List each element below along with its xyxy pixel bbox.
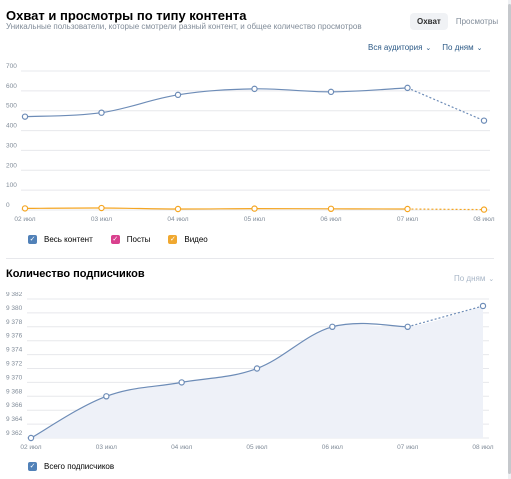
data-point [329,323,336,331]
data-point [327,205,335,213]
x-tick-label: 07 июл [397,216,418,223]
series-line-forecast [407,305,484,328]
series-line-forecast [407,87,485,122]
x-tick-label: 06 июл [322,444,343,451]
y-tick-label: 9 368 [6,388,23,395]
legend-label: Всего подписчиков [44,462,115,471]
x-tick-label: 02 июл [14,216,35,223]
reach-legend: ✓ Весь контент ✓ Посты ✓ Видео [28,235,208,244]
y-tick-label: 9 378 [6,319,23,326]
y-tick-label: 9 380 [6,305,23,312]
x-tick-label: 05 июл [246,444,267,451]
data-point [98,109,105,116]
data-point [174,205,182,213]
x-tick-label: 03 июл [91,216,112,223]
y-tick-label: 9 366 [6,402,23,409]
y-tick-label: 9 374 [6,347,23,354]
legend-posts[interactable]: ✓ Посты [110,235,151,244]
chevron-down-icon: ⌄ [425,45,432,52]
y-tick-label: 9 376 [6,333,23,340]
y-tick-label: 100 [6,182,17,189]
series-line [30,322,408,439]
y-tick-label: 9 364 [6,416,23,423]
series-line [24,207,408,210]
series-line-forecast [407,208,485,211]
legend-video[interactable]: ✓ Видео [168,235,208,244]
y-tick-label: 9 372 [6,361,23,368]
data-point [103,393,110,400]
subscribers-area-chart: 9 382 9 380 9 378 9 376 9 374 9 372 9 370 9 368… [6,292,494,451]
data-point [253,365,261,372]
y-tick-label: 9 370 [6,374,23,381]
period-dropdown-label: По дням [454,274,486,283]
subscribers-filters: По дням ⌄ [454,268,494,286]
x-tick-label: 07 июл [397,444,418,451]
checkbox-checked-icon: ✓ [28,235,37,244]
data-point [404,323,411,331]
chevron-down-icon: ⌄ [476,45,483,52]
data-point [251,85,258,93]
subscribers-chart-title: Количество подписчиков [6,268,145,280]
y-tick-label: 300 [6,142,17,149]
reach-view-toggle: Охват Просмотры [410,13,500,30]
checkbox-checked-icon: ✓ [28,462,37,471]
data-point [21,113,29,120]
data-point [327,88,335,96]
x-tick-label: 02 июл [20,444,41,451]
section-divider [6,258,494,259]
audience-dropdown[interactable]: Вся аудитория ⌄ [368,43,431,52]
data-point [178,379,185,386]
y-tick-label: 9 382 [6,292,23,298]
y-tick-label: 400 [6,123,17,130]
x-tick-label: 06 июл [320,216,341,223]
series-line [24,87,408,118]
data-point [404,84,411,92]
x-tick-label: 08 июл [472,444,493,451]
reach-chart-title: Охват и просмотры по типу контента [6,8,247,23]
data-point [480,117,488,124]
tab-views[interactable]: Просмотры [455,17,499,26]
data-point [174,91,182,99]
y-tick-label: 500 [6,103,17,110]
data-point [98,204,105,212]
legend-label: Весь контент [44,235,93,244]
legend-label: Посты [126,235,151,244]
subscribers-legend: ✓ Всего подписчиков [28,462,114,471]
scrollbar-track[interactable] [508,0,511,479]
audience-dropdown-label: Вся аудитория [368,43,423,52]
y-tick-label: 0 [6,202,10,209]
x-tick-label: 03 июл [96,444,117,451]
period-dropdown-label: По дням [442,43,474,52]
data-point [251,205,258,212]
period-dropdown[interactable]: По дням ⌄ [442,43,482,52]
legend-label: Видео [184,235,208,244]
x-tick-label: 04 июл [167,216,188,223]
data-point [21,205,29,212]
y-tick-label: 9 362 [6,430,23,437]
tab-reach[interactable]: Охват [410,13,448,30]
scrollbar-thumb[interactable] [508,4,511,474]
reach-chart-subtitle: Уникальные пользователи, которые смотрел… [6,22,362,31]
y-tick-label: 200 [6,162,17,169]
checkbox-checked-icon: ✓ [168,235,178,244]
data-point [480,206,488,213]
x-tick-label: 05 июл [244,216,265,223]
legend-total-subscribers[interactable]: ✓ Всего подписчиков [28,462,114,471]
area-fill [31,305,483,438]
data-point [479,302,487,310]
legend-all-content[interactable]: ✓ Весь контент [28,235,93,244]
reach-line-chart: 700 600 500 400 300 200 100 0 02 июл 03 июл 04 июл… [6,63,495,223]
x-tick-label: 04 июл [171,444,192,451]
y-tick-label: 700 [6,63,17,70]
checkbox-checked-icon: ✓ [110,235,120,244]
data-point [27,434,35,442]
x-tick-label: 08 июл [473,216,494,223]
chevron-down-icon: ⌄ [488,276,495,283]
reach-filters: Вся аудитория ⌄ По дням ⌄ [368,43,483,52]
subscribers-period-dropdown[interactable]: По дням ⌄ [454,274,494,283]
data-point [404,205,411,213]
y-tick-label: 600 [6,83,17,90]
